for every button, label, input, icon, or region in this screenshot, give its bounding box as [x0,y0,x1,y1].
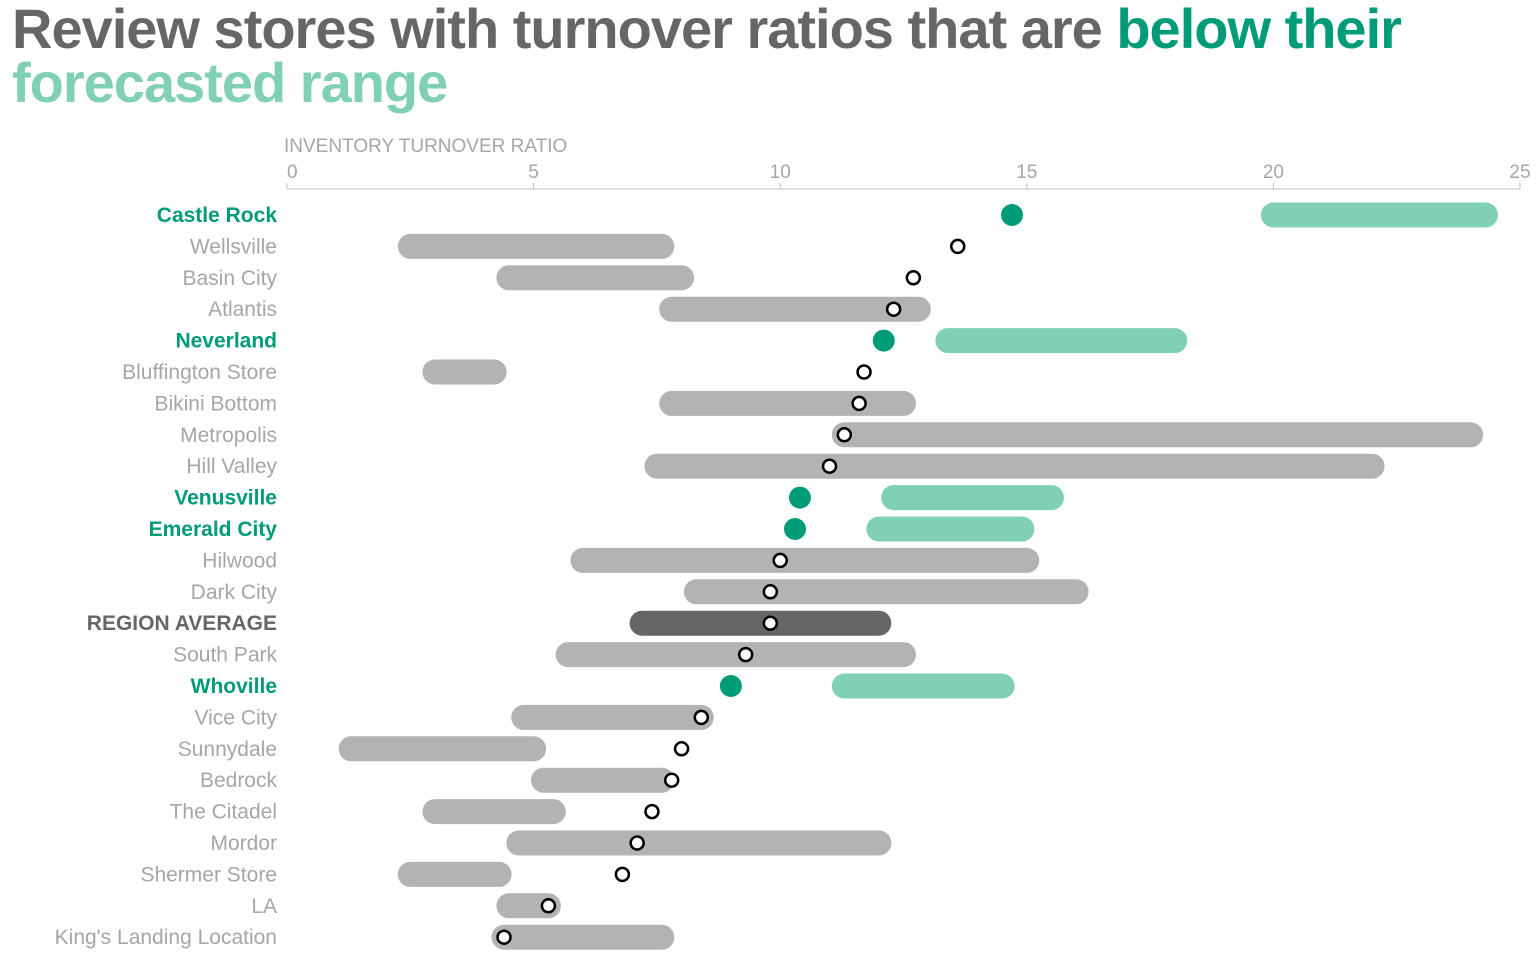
actual-marker [673,741,690,757]
chart-row: Sunnydale [178,736,690,762]
row-label: Bedrock [200,769,278,792]
actual-marker [950,238,966,255]
row-label: Wellsville [190,235,277,258]
row-label: The Citadel [170,801,277,824]
actual-marker [719,675,742,697]
actual-marker [905,270,922,286]
row-label: Mordor [210,832,277,855]
chart-row: The Citadel [170,799,660,825]
chart-row: Atlantis [208,296,931,322]
actual-marker [772,552,788,569]
chart-row: Bluffington Store [122,359,872,385]
row-label: Neverland [175,330,277,353]
chart-row: Wellsville [190,233,966,259]
row-label: South Park [173,644,277,667]
actual-marker [629,835,645,851]
actual-marker [762,615,779,631]
actual-marker [788,486,811,509]
chart-row: Vice City [195,704,714,730]
row-label: Castle Rock [157,204,278,227]
row-label: Atlantis [208,298,277,321]
chart-row: King's Landing Location [55,924,675,950]
row-label: Emerald City [149,518,278,541]
chart-row: Bikini Bottom [154,390,916,416]
x-tick-label: 5 [528,162,539,183]
actual-marker [783,518,806,540]
chart-row: Neverland [175,328,1188,354]
row-label: LA [251,895,277,918]
chart-row: Bedrock [200,767,680,793]
actual-marker [496,929,512,945]
actual-marker [614,866,631,883]
row-label: Vice City [195,706,278,729]
row-label: Bikini Bottom [154,392,277,415]
x-tick-label: 0 [287,162,298,183]
chart-rows: Castle Rock Wellsville Basin City Atlantis N… [55,202,1498,950]
title-part-4: below their [1116,0,1402,60]
row-label: Dark City [191,581,278,604]
row-label: King's Landing Location [55,926,277,949]
actual-marker [540,898,557,914]
row-label: Sunnydale [178,738,277,761]
row-label: Hill Valley [186,455,277,478]
chart-row: Hilwood [202,547,1040,573]
chart-row: Shermer Store [140,861,631,887]
x-axis-title: INVENTORY TURNOVER RATIO [284,136,567,157]
actual-marker [762,584,779,600]
actual-marker [836,427,853,443]
actual-marker [737,646,754,663]
row-label: Bluffington Store [122,361,277,384]
row-label: REGION AVERAGE [87,612,277,635]
chart-row: South Park [173,642,916,668]
x-tick-label: 15 [1016,162,1037,183]
chart-row: Metropolis [180,422,1484,448]
x-tick-label: 10 [770,162,791,183]
chart-row: Hill Valley [186,453,1385,479]
row-label: Metropolis [180,424,277,447]
actual-marker [856,364,872,380]
x-tick-label: 25 [1509,162,1530,183]
title-part-3: that are [892,0,1117,60]
actual-marker [693,709,710,726]
row-label: Shermer Store [140,863,277,886]
title-part-1: Review stores with [12,0,513,60]
x-axis: 0 5 10 15 20 25 [286,162,1531,190]
chart-row: Mordor [210,830,892,856]
actual-marker [663,772,680,788]
chart-row: Venusville [174,485,1064,511]
actual-marker [644,803,660,820]
chart-row: Dark City [191,579,1089,605]
actual-marker [1001,204,1024,226]
chart-row: Castle Rock [157,202,1498,228]
chart-row: REGION AVERAGE [87,610,892,636]
chart-title: Review stores with turnover ratios that … [12,0,1522,111]
row-label: Whoville [191,675,277,698]
chart-row: Emerald City [149,516,1035,542]
chart-row: LA [251,893,561,919]
actual-marker [885,301,902,317]
title-part-5: forecasted range [12,51,448,114]
row-label: Basin City [182,267,277,290]
row-label: Venusville [174,487,277,510]
actual-marker [872,329,895,352]
actual-marker [821,458,838,474]
title-part-2: turnover ratios [512,0,894,60]
row-label: Hilwood [202,549,277,572]
chart-row: Whoville [191,673,1015,699]
x-tick-label: 20 [1263,162,1284,183]
chart-row: Basin City [182,265,922,291]
actual-marker [851,395,867,412]
